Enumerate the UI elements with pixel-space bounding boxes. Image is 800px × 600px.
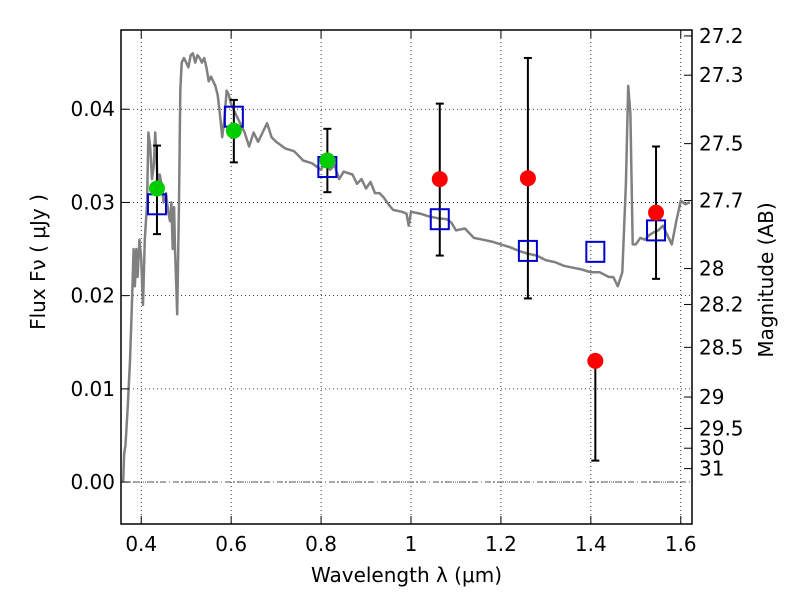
red-data-point bbox=[587, 352, 604, 369]
x-tick-label: 1.4 bbox=[575, 532, 607, 556]
mag-tick-label: 28.2 bbox=[699, 292, 744, 316]
mag-tick-label: 28.5 bbox=[699, 335, 744, 359]
model-spectrum-line bbox=[121, 52, 691, 483]
model-box-marker bbox=[585, 240, 606, 263]
mag-tick-label: 28 bbox=[699, 257, 724, 281]
mag-tick-label: 27.5 bbox=[699, 132, 744, 156]
mag-tick-label: 31 bbox=[699, 457, 724, 481]
axis-ticks bbox=[121, 30, 692, 524]
mag-tick-label: 29.5 bbox=[699, 416, 744, 440]
y-tick-label: 0.03 bbox=[70, 190, 115, 214]
green-data-point bbox=[225, 122, 242, 139]
plot-frame bbox=[120, 29, 693, 525]
mag-tick-label: 27.2 bbox=[699, 24, 744, 48]
y-axis-label: Flux Fν ( μJy ) bbox=[26, 194, 50, 330]
x-tick-label: 1.6 bbox=[665, 532, 697, 556]
red-data-point bbox=[431, 171, 448, 188]
y-tick-label: 0.01 bbox=[70, 377, 115, 401]
red-data-point bbox=[519, 170, 536, 187]
green-data-point bbox=[148, 180, 165, 197]
x-tick-label: 1 bbox=[405, 532, 418, 556]
mag-tick-label: 30 bbox=[699, 436, 724, 460]
red-data-point bbox=[648, 204, 665, 221]
right-axis-label: Magnitude (AB) bbox=[754, 202, 778, 357]
model-box-marker bbox=[429, 208, 450, 231]
mag-tick-label: 27.3 bbox=[699, 63, 744, 87]
x-axis-label: Wavelength λ (μm) bbox=[311, 563, 502, 587]
axis-tick-labels: 0.4 0.6 0.8 1 1.2 1.4 1.6 0.00 0.01 0.02 0.03 0.04 2… bbox=[70, 24, 743, 556]
green-data-point bbox=[319, 152, 336, 169]
y-tick-label: 0.02 bbox=[70, 284, 115, 308]
x-tick-label: 0.8 bbox=[305, 532, 337, 556]
model-box-marker bbox=[517, 239, 538, 262]
mag-tick-label: 27.7 bbox=[699, 189, 744, 213]
x-tick-label: 0.4 bbox=[125, 532, 157, 556]
y-tick-label: 0.04 bbox=[70, 97, 115, 121]
x-tick-label: 0.6 bbox=[215, 532, 247, 556]
series-layer bbox=[121, 52, 691, 483]
mag-tick-label: 29 bbox=[699, 385, 724, 409]
x-tick-label: 1.2 bbox=[485, 532, 517, 556]
y-tick-label: 0.00 bbox=[70, 470, 115, 494]
